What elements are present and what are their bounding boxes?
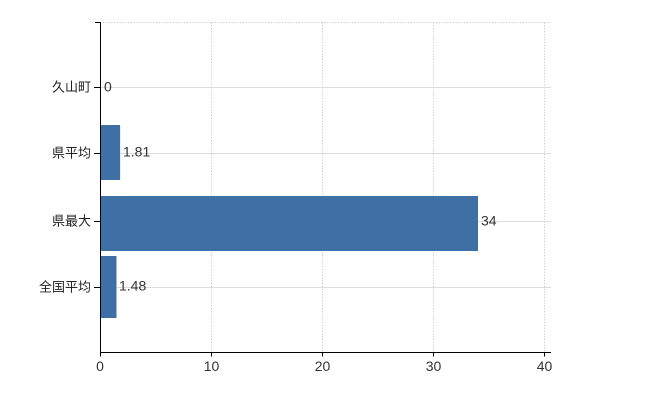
svg-text:県最大: 県最大 xyxy=(52,213,91,228)
svg-text:県平均: 県平均 xyxy=(52,145,91,160)
svg-text:20: 20 xyxy=(315,358,331,374)
svg-text:40: 40 xyxy=(537,358,553,374)
svg-text:1.81: 1.81 xyxy=(123,144,150,160)
svg-text:30: 30 xyxy=(426,358,442,374)
svg-text:全国平均: 全国平均 xyxy=(39,279,91,294)
svg-text:1.48: 1.48 xyxy=(119,278,146,294)
svg-text:0: 0 xyxy=(96,358,104,374)
svg-text:10: 10 xyxy=(204,358,220,374)
svg-text:0: 0 xyxy=(104,79,112,95)
svg-text:34: 34 xyxy=(481,213,497,229)
svg-text:久山町: 久山町 xyxy=(52,79,91,94)
